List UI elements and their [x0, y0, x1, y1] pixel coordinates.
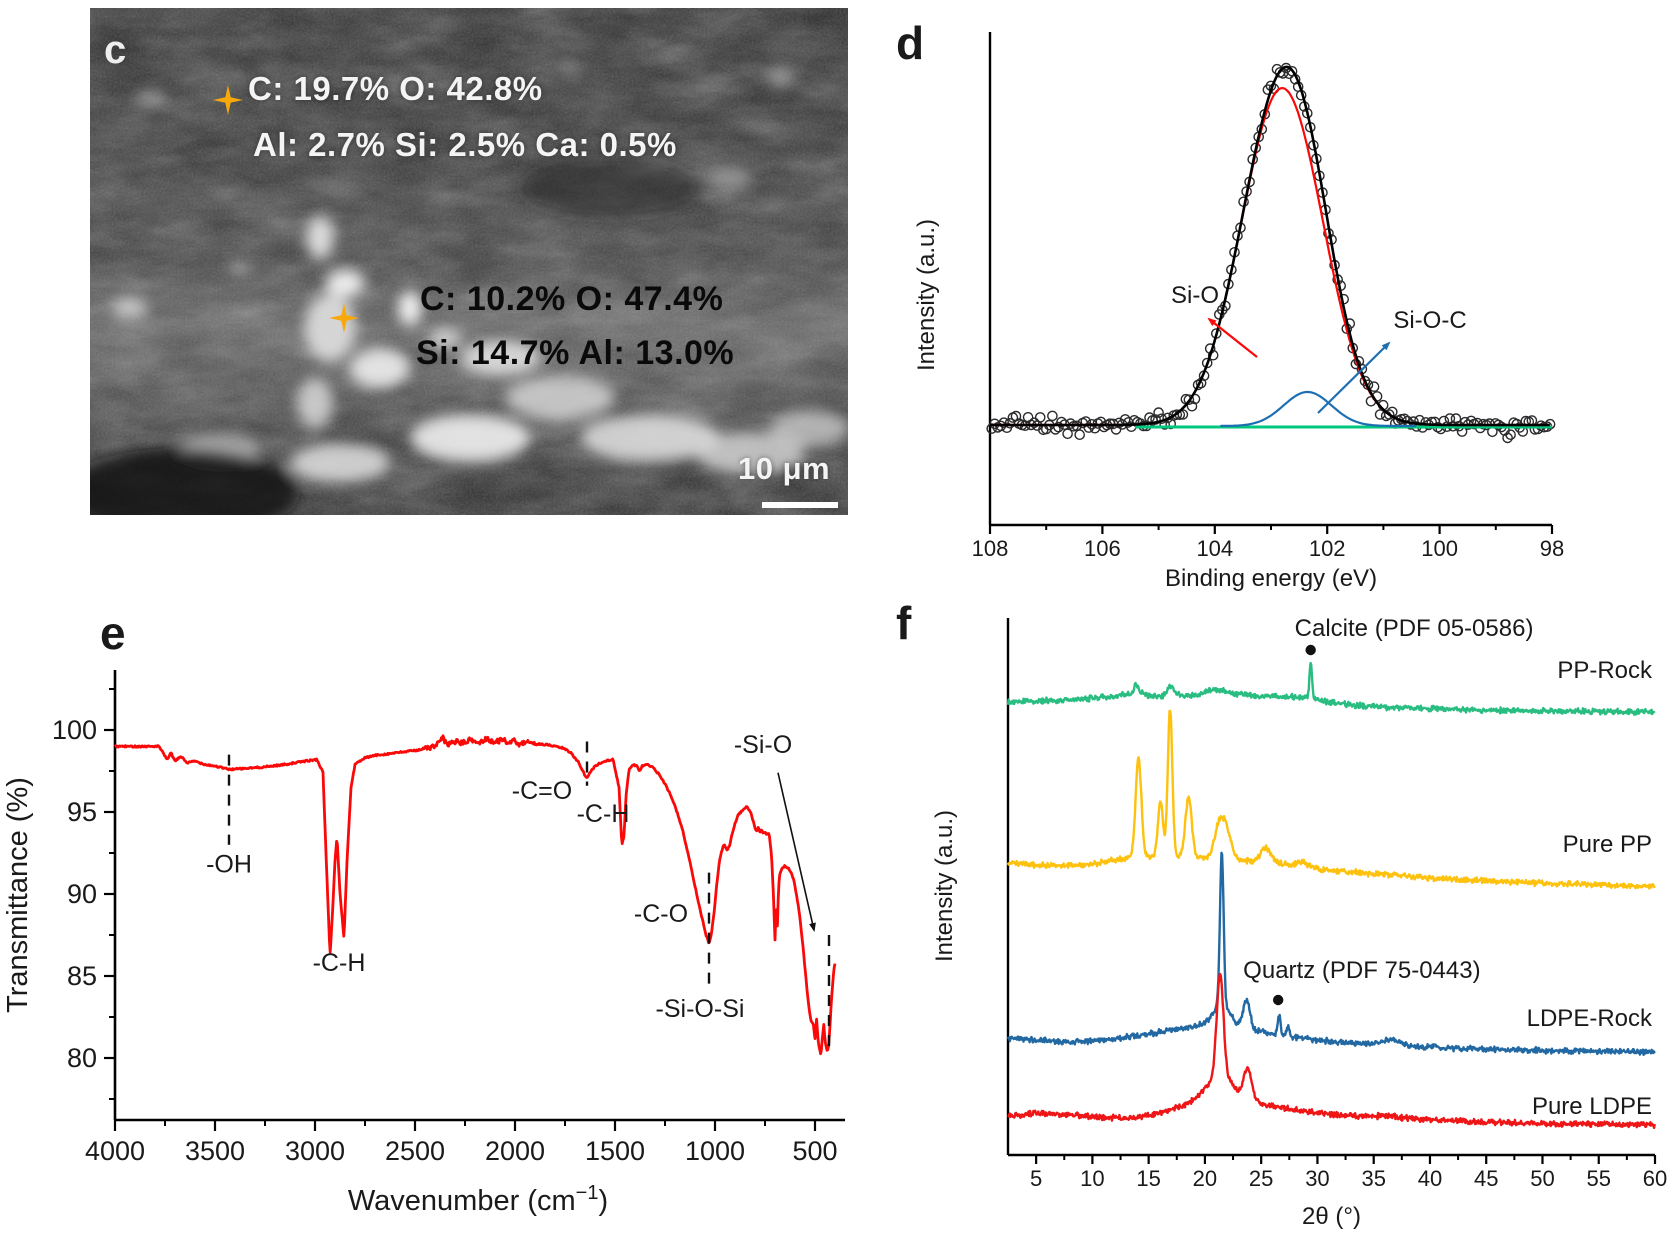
panel-c-label: c [104, 28, 127, 72]
svg-text:3500: 3500 [185, 1136, 245, 1166]
svg-text:2500: 2500 [385, 1136, 445, 1166]
svg-text:85: 85 [67, 961, 97, 991]
svg-text:30: 30 [1305, 1166, 1329, 1191]
eds-spot2-line2: Si: 14.7% Al: 13.0% [416, 334, 735, 372]
svg-text:Binding energy (eV): Binding energy (eV) [1165, 565, 1377, 592]
svg-text:104: 104 [1196, 536, 1233, 561]
svg-text:1500: 1500 [585, 1136, 645, 1166]
svg-text:-Si-O-Si: -Si-O-Si [656, 995, 745, 1023]
svg-text:55: 55 [1586, 1166, 1610, 1191]
eds-spot1-line1: C: 19.7% O: 42.8% [248, 70, 543, 107]
svg-text:108: 108 [972, 536, 1009, 561]
svg-text:15: 15 [1136, 1166, 1160, 1191]
svg-text:-C-H: -C-H [577, 800, 630, 828]
eds-spot2-line1: C: 10.2% O: 47.4% [420, 280, 724, 318]
svg-text:Si-O: Si-O [1171, 282, 1219, 309]
svg-text:LDPE-Rock: LDPE-Rock [1527, 1005, 1653, 1032]
svg-text:-OH: -OH [206, 851, 252, 879]
scale-bar [762, 502, 838, 508]
svg-text:40: 40 [1418, 1166, 1442, 1191]
svg-text:102: 102 [1309, 536, 1346, 561]
svg-text:-Si-O: -Si-O [734, 731, 792, 759]
svg-text:80: 80 [67, 1043, 97, 1073]
panel-d-label: d [896, 17, 925, 69]
svg-text:35: 35 [1361, 1166, 1385, 1191]
svg-text:45: 45 [1474, 1166, 1498, 1191]
panel-f-label: f [896, 597, 912, 649]
svg-text:PP-Rock: PP-Rock [1557, 657, 1653, 684]
sem-texture [90, 8, 848, 515]
svg-text:Pure LDPE: Pure LDPE [1532, 1093, 1652, 1120]
svg-text:2000: 2000 [485, 1136, 545, 1166]
svg-text:1000: 1000 [685, 1136, 745, 1166]
xrd-chart: 5 10 15 20 25 30 35 40 45 50 55 60 2θ (°) Intensity (… [931, 615, 1667, 1230]
svg-text:4000: 4000 [85, 1136, 145, 1166]
svg-text:106: 106 [1084, 536, 1121, 561]
sem-bright-particles [90, 62, 848, 515]
scale-bar-label: 10 μm [738, 451, 831, 486]
panel-e-label: e [100, 607, 126, 659]
svg-text:Quartz (PDF 75-0443): Quartz (PDF 75-0443) [1243, 957, 1480, 984]
svg-text:500: 500 [792, 1136, 837, 1166]
svg-text:50: 50 [1530, 1166, 1554, 1191]
svg-text:95: 95 [67, 797, 97, 827]
svg-text:5: 5 [1030, 1166, 1042, 1191]
svg-text:98: 98 [1540, 536, 1564, 561]
svg-text:Si-O-C: Si-O-C [1393, 307, 1466, 334]
svg-text:60: 60 [1643, 1166, 1667, 1191]
svg-text:-C-H: -C-H [313, 949, 366, 977]
svg-text:2θ (°): 2θ (°) [1302, 1203, 1361, 1230]
svg-text:100: 100 [52, 715, 97, 745]
ftir-chart: 100 95 90 85 80 4000 3500 3000 2500 2000 1500 1000 5… [2, 670, 845, 1217]
svg-text:3000: 3000 [285, 1136, 345, 1166]
svg-text:100: 100 [1421, 536, 1458, 561]
svg-text:90: 90 [67, 879, 97, 909]
svg-text:-C-O: -C-O [634, 900, 688, 928]
xps-chart: 108 106 104 102 100 98 Binding energy (eV) Inte… [913, 32, 1564, 592]
svg-text:Intensity (a.u.): Intensity (a.u.) [931, 810, 958, 962]
svg-text:-C=O: -C=O [512, 777, 572, 805]
svg-text:Intensity (a.u.): Intensity (a.u.) [913, 219, 940, 371]
svg-text:20: 20 [1193, 1166, 1217, 1191]
svg-text:Calcite (PDF 05-0586): Calcite (PDF 05-0586) [1295, 615, 1534, 642]
svg-text:25: 25 [1249, 1166, 1273, 1191]
svg-text:10: 10 [1080, 1166, 1104, 1191]
svg-text:Pure PP: Pure PP [1563, 831, 1652, 858]
sem-panel: c C: 19.7% O: 42.8% Al: 2.7% Si: 2.5% Ca… [90, 8, 848, 515]
eds-spot1-line2: Al: 2.7% Si: 2.5% Ca: 0.5% [253, 126, 677, 163]
svg-text:Wavenumber (cm−1): Wavenumber (cm−1) [348, 1182, 608, 1217]
svg-text:Transmittance (%): Transmittance (%) [2, 777, 34, 1013]
